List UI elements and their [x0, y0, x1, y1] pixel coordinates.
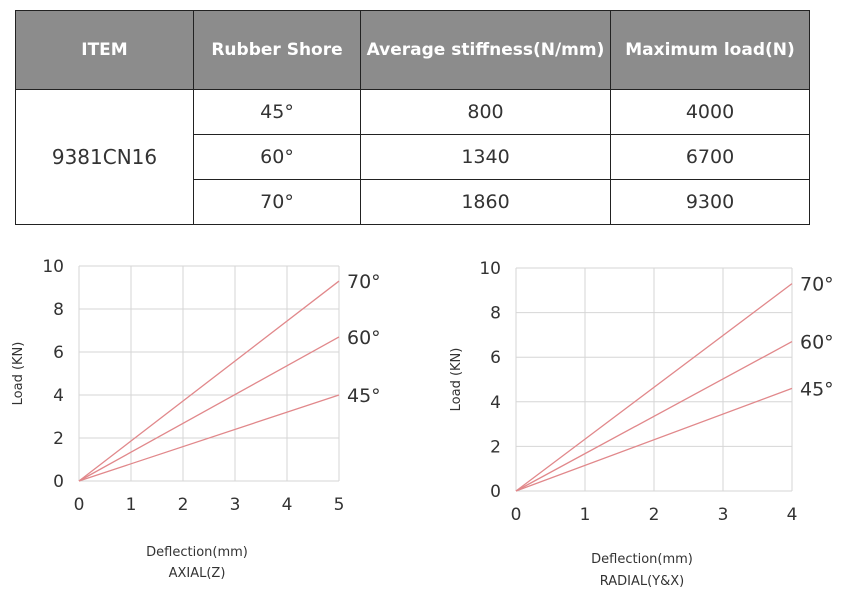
table-row: 60° 1340 6700	[16, 134, 810, 180]
stiffness-cell: 800	[360, 89, 611, 135]
y-tick-label: 2	[490, 437, 501, 457]
item-cell: 9381CN16	[15, 89, 194, 225]
y-tick-label: 10	[479, 259, 501, 279]
series-label: 45°	[800, 378, 834, 400]
header-rubber-shore: Rubber Shore	[193, 10, 361, 90]
x-axis-label: Deflection(mm)	[591, 552, 693, 567]
axial-load-chart: 0 1 2 3 4 5 0 2 4 6 8 10 70° 60° 45° Load (KN) Deflectio…	[11, 257, 381, 581]
x-tick-label: 3	[230, 495, 241, 515]
y-tick-label: 4	[490, 393, 501, 413]
x-tick-label: 1	[580, 505, 591, 525]
x-tick-label: 0	[74, 495, 85, 515]
header-item: ITEM	[15, 10, 194, 90]
series-label: 45°	[347, 385, 381, 407]
shore-cell: 45°	[193, 89, 361, 135]
table-header-row: ITEM Rubber Shore Average stiffness(N/mm…	[15, 10, 810, 90]
radial-load-chart: 0 1 2 3 4 0 2 4 6 8 10 70° 60° 45° Load (KN) Deflection…	[449, 259, 834, 589]
chart-subtitle: RADIAL(Y&X)	[600, 574, 685, 589]
series-line-60	[515, 341, 793, 492]
y-tick-label: 0	[490, 482, 501, 502]
x-tick-label: 3	[718, 505, 729, 525]
x-tick-label: 2	[178, 495, 189, 515]
table-row: 9381CN16 45° 800 4000	[15, 89, 810, 225]
x-tick-label: 1	[126, 495, 137, 515]
max-load-cell: 4000	[610, 89, 810, 135]
series-line-45	[515, 387, 793, 492]
stiffness-cell: 1340	[360, 134, 611, 180]
x-tick-label: 4	[787, 505, 798, 525]
x-tick-label: 0	[511, 505, 522, 525]
y-tick-label: 8	[490, 304, 501, 324]
series-label: 60°	[800, 332, 834, 354]
y-tick-label: 0	[53, 472, 64, 492]
shore-cell: 60°	[193, 134, 361, 180]
x-axis-label: Deflection(mm)	[146, 545, 248, 560]
spec-table: ITEM Rubber Shore Average stiffness(N/mm…	[15, 10, 810, 225]
y-tick-label: 6	[53, 343, 64, 363]
series-line-45	[78, 394, 340, 482]
series-line-70	[78, 280, 340, 482]
series-line-70	[515, 283, 793, 492]
chart-subtitle: AXIAL(Z)	[169, 566, 226, 581]
y-tick-label: 4	[53, 386, 64, 406]
max-load-cell: 9300	[610, 179, 810, 225]
y-tick-label: 8	[53, 300, 64, 320]
y-tick-label: 6	[490, 348, 501, 368]
series-label: 70°	[800, 274, 834, 296]
series-line-60	[78, 336, 340, 482]
y-axis-label: Load (KN)	[449, 348, 464, 412]
series-label: 70°	[347, 271, 381, 293]
x-tick-label: 2	[649, 505, 660, 525]
y-tick-label: 2	[53, 429, 64, 449]
header-maximum-load: Maximum load(N)	[610, 10, 810, 90]
x-tick-label: 4	[282, 495, 293, 515]
y-tick-label: 10	[42, 257, 64, 277]
y-axis-label: Load (KN)	[11, 342, 26, 406]
series-label: 60°	[347, 327, 381, 349]
stiffness-cell: 1860	[360, 179, 611, 225]
x-tick-label: 5	[334, 495, 345, 515]
table-row: 70° 1860 9300	[16, 179, 810, 225]
max-load-cell: 6700	[610, 134, 810, 180]
header-average-stiffness: Average stiffness(N/mm)	[360, 10, 611, 90]
shore-cell: 70°	[193, 179, 361, 225]
